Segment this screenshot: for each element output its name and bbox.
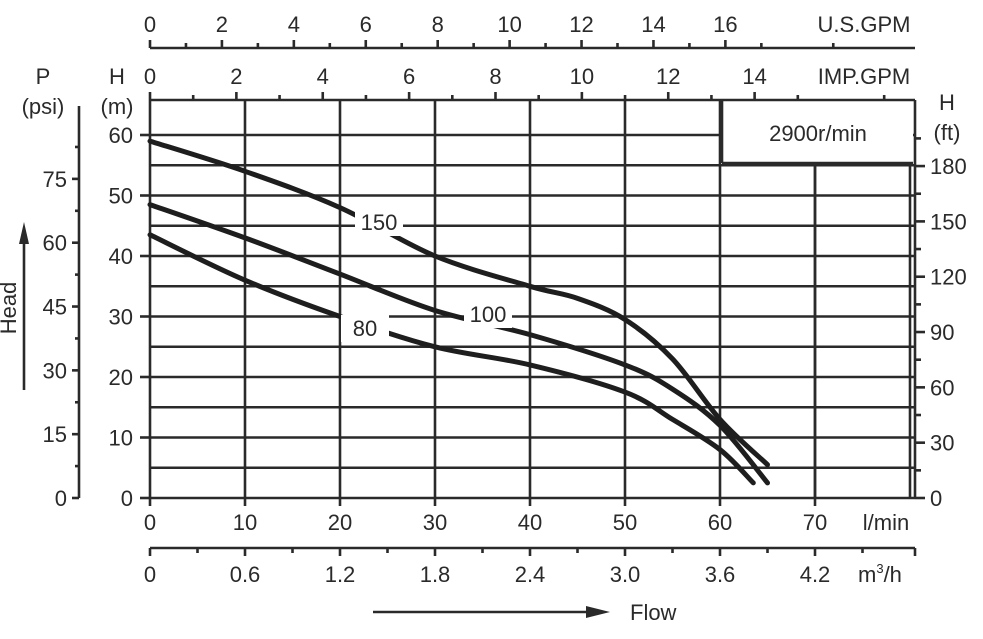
x-m3h-tick-label: 4.2: [800, 562, 831, 587]
x-lmin-tick-label: 10: [233, 510, 257, 535]
x-lmin-unit-label: l/min: [863, 510, 909, 535]
x-m3h-tick-label: 1.2: [325, 562, 356, 587]
speed-label: 2900r/min: [769, 121, 867, 146]
y-m-tick-label: 30: [109, 305, 133, 330]
head-arrow-head: [19, 222, 29, 244]
curve-label-bg-100: [464, 301, 512, 328]
curve-80: [147, 232, 756, 486]
x-m3h-unit-label: m3/h: [858, 561, 902, 587]
curve-label-80: 80: [353, 316, 377, 341]
axes: [19, 40, 925, 618]
y-psi-tick-label: 45: [43, 295, 67, 320]
curve-label-150: 150: [361, 210, 398, 235]
x-lmin-tick-label: 70: [803, 510, 827, 535]
y-ft-tick-label: 0: [930, 486, 942, 511]
x-usgpm-unit-label: U.S.GPM: [818, 12, 911, 37]
x-usgpm-tick-label: 14: [641, 12, 665, 37]
x-m3h-unit-base: m: [858, 562, 876, 587]
y-m-label-top: H: [109, 64, 125, 89]
curve-150: [147, 138, 770, 468]
x-lmin-tick-label: 40: [518, 510, 542, 535]
y-ft-tick-label: 120: [930, 265, 967, 290]
y-m-tick-label: 10: [109, 426, 133, 451]
y-ft-tick-label: 30: [930, 431, 954, 456]
x-impgpm-tick-label: 6: [403, 64, 415, 89]
y-ft-tick-label: 90: [930, 320, 954, 345]
labels: 0102030405060H(m)01530456075P(psi)030609…: [0, 12, 967, 625]
curve-label-bg-150: [355, 209, 403, 236]
curve-label-100: 100: [470, 302, 507, 327]
x-usgpm-tick-label: 0: [144, 12, 156, 37]
x-usgpm-tick-label: 16: [713, 12, 737, 37]
x-lmin-tick-label: 20: [328, 510, 352, 535]
y-ft-tick-label: 180: [930, 154, 967, 179]
x-impgpm-tick-label: 10: [570, 64, 594, 89]
head-axis-title: Head: [0, 282, 21, 335]
curve-100: [147, 202, 770, 486]
x-impgpm-tick-label: 2: [230, 64, 242, 89]
x-usgpm-tick-label: 6: [360, 12, 372, 37]
x-usgpm-tick-label: 4: [288, 12, 300, 37]
y-psi-label-bottom: (psi): [22, 94, 65, 119]
grid: [150, 100, 915, 498]
x-lmin-tick-label: 0: [144, 510, 156, 535]
speed-label-box: [722, 101, 913, 163]
curve-label-bg-80: [341, 315, 389, 342]
x-impgpm-tick-label: 12: [656, 64, 680, 89]
y-psi-tick-label: 30: [43, 358, 67, 383]
x-usgpm-tick-label: 10: [497, 12, 521, 37]
x-impgpm-tick-label: 4: [317, 64, 329, 89]
y-ft-tick-label: 60: [930, 375, 954, 400]
x-usgpm-tick-label: 2: [216, 12, 228, 37]
x-m3h-unit-sup: 3: [876, 561, 883, 576]
y-m-tick-label: 0: [121, 486, 133, 511]
y-psi-tick-label: 60: [43, 231, 67, 256]
y-psi-tick-label: 15: [43, 422, 67, 447]
y-ft-label-top: H: [939, 90, 955, 115]
y-m-label-bottom: (m): [101, 94, 134, 119]
x-impgpm-tick-label: 0: [144, 64, 156, 89]
x-lmin-tick-label: 50: [613, 510, 637, 535]
flow-arrow-head: [586, 606, 610, 618]
y-ft-tick-label: 150: [930, 209, 967, 234]
y-psi-tick-label: 0: [55, 486, 67, 511]
x-m3h-tick-label: 3.0: [610, 562, 641, 587]
x-m3h-tick-label: 3.6: [705, 562, 736, 587]
x-impgpm-tick-label: 14: [742, 64, 766, 89]
x-m3h-tick-label: 0: [144, 562, 156, 587]
y-psi-tick-label: 75: [43, 167, 67, 192]
x-m3h-unit-tail: /h: [884, 562, 902, 587]
x-m3h-tick-label: 2.4: [515, 562, 546, 587]
x-lmin-tick-label: 60: [708, 510, 732, 535]
x-lmin-tick-label: 30: [423, 510, 447, 535]
y-ft-label-bottom: (ft): [934, 120, 961, 145]
flow-axis-title: Flow: [630, 600, 677, 625]
x-m3h-tick-label: 1.8: [420, 562, 451, 587]
y-m-tick-label: 20: [109, 365, 133, 390]
x-impgpm-tick-label: 8: [489, 64, 501, 89]
x-m3h-tick-label: 0.6: [230, 562, 261, 587]
y-psi-label-top: P: [36, 64, 51, 89]
x-usgpm-tick-label: 12: [569, 12, 593, 37]
x-impgpm-unit-label: IMP.GPM: [818, 64, 911, 89]
x-usgpm-tick-label: 8: [432, 12, 444, 37]
curves: [147, 138, 770, 486]
y-m-tick-label: 60: [109, 123, 133, 148]
y-m-tick-label: 40: [109, 244, 133, 269]
y-m-tick-label: 50: [109, 184, 133, 209]
